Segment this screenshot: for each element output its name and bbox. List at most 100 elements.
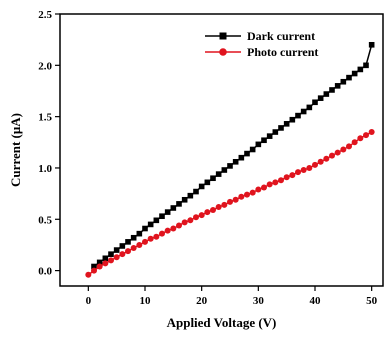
- data-point-dark-current: [130, 234, 137, 241]
- data-point-dark-current: [91, 263, 97, 270]
- data-point-dark-current: [283, 121, 290, 127]
- x-tick-label: 0: [86, 295, 92, 307]
- data-point-photo-current: [159, 230, 165, 237]
- data-point-dark-current: [193, 188, 199, 195]
- data-point-photo-current: [96, 263, 103, 270]
- data-point-dark-current: [295, 112, 301, 119]
- data-point-dark-current: [198, 183, 205, 190]
- data-point-dark-current: [232, 159, 239, 165]
- data-point-dark-current: [136, 230, 143, 237]
- data-point-dark-current: [215, 171, 222, 177]
- data-point-dark-current: [300, 108, 307, 115]
- data-point-dark-current: [159, 213, 165, 220]
- data-point-dark-current: [210, 175, 216, 182]
- data-point-photo-current: [113, 254, 120, 261]
- data-point-photo-current: [329, 152, 335, 159]
- data-point-dark-current: [261, 137, 267, 144]
- data-point-dark-current: [102, 255, 109, 262]
- axis-ticks: 0 10 20 30 40 50 0.0 0.5 1.0 1.5 2.0 2.5: [38, 9, 377, 307]
- data-point-photo-current: [125, 248, 131, 255]
- data-point-photo-current: [210, 207, 216, 214]
- data-point-dark-current: [278, 125, 284, 131]
- data-point-dark-current: [272, 129, 279, 135]
- x-tick-label: 30: [253, 295, 265, 307]
- data-point-photo-current: [85, 271, 92, 278]
- data-point-photo-current: [215, 203, 222, 210]
- data-point-dark-current: [227, 163, 233, 169]
- data-point-photo-current: [317, 158, 324, 165]
- data-point-photo-current: [91, 267, 97, 274]
- data-point-dark-current: [317, 95, 324, 101]
- data-point-dark-current: [119, 243, 126, 249]
- data-point-dark-current: [221, 167, 228, 173]
- data-point-dark-current: [312, 99, 318, 106]
- data-point-photo-current: [300, 167, 307, 174]
- data-point-dark-current: [108, 251, 114, 257]
- data-point-dark-current: [363, 62, 369, 69]
- data-point-photo-current: [181, 219, 188, 226]
- data-point-dark-current: [125, 239, 131, 245]
- data-point-photo-current: [153, 233, 160, 240]
- data-point-dark-current: [142, 225, 148, 232]
- data-point-photo-current: [176, 222, 182, 229]
- series-layer: [85, 41, 375, 278]
- data-point-photo-current: [351, 139, 358, 146]
- data-point-dark-current: [306, 104, 313, 111]
- data-point-photo-current: [142, 238, 148, 245]
- data-point-dark-current: [113, 247, 120, 253]
- data-point-photo-current: [272, 179, 279, 186]
- data-point-photo-current: [334, 149, 341, 156]
- y-tick-label: 1.5: [38, 112, 52, 124]
- data-point-dark-current: [255, 141, 262, 148]
- data-point-dark-current: [340, 78, 347, 85]
- legend-marker-dark-current: [219, 32, 227, 40]
- data-point-dark-current: [176, 201, 182, 207]
- data-point-dark-current: [334, 83, 341, 89]
- y-tick-label: 1.0: [38, 163, 52, 175]
- data-point-photo-current: [261, 184, 267, 191]
- data-point-photo-current: [221, 201, 228, 208]
- data-point-photo-current: [204, 209, 211, 216]
- data-point-dark-current: [329, 87, 335, 93]
- data-point-dark-current: [204, 179, 211, 186]
- data-point-dark-current: [153, 217, 160, 224]
- data-point-dark-current: [187, 192, 194, 199]
- data-point-photo-current: [164, 227, 171, 234]
- data-point-dark-current: [164, 209, 171, 215]
- data-point-photo-current: [306, 164, 313, 171]
- data-point-photo-current: [255, 186, 262, 193]
- data-point-photo-current: [249, 189, 256, 196]
- data-point-dark-current: [351, 70, 358, 77]
- data-point-dark-current: [357, 66, 364, 73]
- data-point-photo-current: [289, 172, 296, 179]
- data-point-photo-current: [295, 169, 301, 176]
- data-point-photo-current: [232, 196, 239, 203]
- data-point-photo-current: [346, 143, 352, 150]
- x-tick-label: 40: [310, 295, 322, 307]
- y-tick-label: 0.5: [38, 214, 52, 226]
- x-tick-label: 20: [196, 295, 208, 307]
- data-point-dark-current: [289, 116, 296, 123]
- data-point-photo-current: [340, 146, 347, 153]
- x-axis-title: Applied Voltage (V): [167, 315, 277, 330]
- data-point-dark-current: [147, 221, 154, 228]
- data-point-photo-current: [312, 161, 318, 168]
- x-tick-label: 50: [366, 295, 378, 307]
- data-point-photo-current: [147, 235, 154, 242]
- y-tick-label: 2.5: [38, 9, 52, 21]
- data-point-photo-current: [357, 135, 364, 142]
- legend-label-dark-current: Dark current: [247, 29, 315, 43]
- data-point-photo-current: [323, 155, 330, 162]
- data-point-photo-current: [102, 260, 109, 267]
- y-axis-title: Current (μA): [8, 113, 23, 187]
- data-point-dark-current: [181, 196, 188, 203]
- legend-marker-photo-current: [219, 48, 227, 56]
- legend-label-photo-current: Photo current: [247, 45, 318, 59]
- data-point-photo-current: [119, 251, 126, 258]
- data-point-dark-current: [238, 154, 245, 161]
- data-point-dark-current: [346, 74, 352, 81]
- data-point-dark-current: [170, 205, 177, 211]
- data-point-photo-current: [130, 245, 137, 252]
